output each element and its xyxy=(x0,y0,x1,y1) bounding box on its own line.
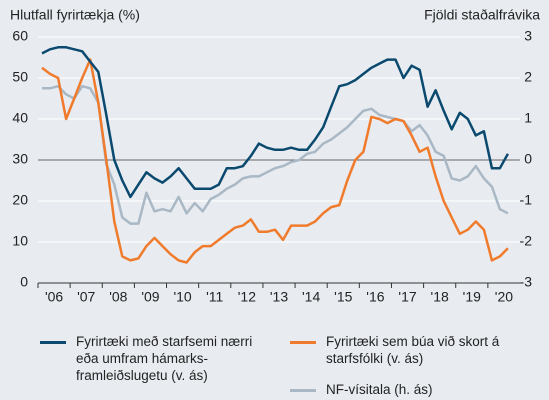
x-tick-label: '18 xyxy=(431,289,449,305)
x-tick-label: '10 xyxy=(173,289,191,305)
y2-tick-label: 0 xyxy=(524,151,532,167)
y2-axis-label: Fjöldi staðalfrávika xyxy=(424,7,540,23)
y2-tick-label: 1 xyxy=(524,110,532,126)
legend-item: Fyrirtæki með starfsemi nærri eða umfram… xyxy=(40,333,280,384)
y-tick-label: 40 xyxy=(12,110,28,126)
x-tick-label: '15 xyxy=(334,289,352,305)
x-tick-label: '07 xyxy=(77,289,95,305)
y2-tick-label: 2 xyxy=(524,69,532,85)
legend-item: NF-vísitala (h. ás) xyxy=(290,381,530,398)
x-tick-label: '12 xyxy=(238,289,256,305)
plot: Hlutfall fyrirtækja (%) Fjöldi staðalfrá… xyxy=(10,7,540,305)
x-tick-label: '16 xyxy=(366,289,384,305)
legend-label: Fyrirtæki sem búa við skort á starfsfólk… xyxy=(326,334,500,366)
series-line xyxy=(41,58,509,264)
y2-tick-label: -2 xyxy=(520,233,533,249)
x-tick-label: '13 xyxy=(270,289,288,305)
y-tick-label: 0 xyxy=(20,274,28,290)
y-tick-label: 60 xyxy=(12,28,28,44)
x-tick-label: '09 xyxy=(141,289,159,305)
x-tick-label: '14 xyxy=(302,289,320,305)
series-line xyxy=(42,84,509,225)
y-tick-label: 30 xyxy=(12,151,28,167)
legend-label: Fyrirtæki með starfsemi nærri eða umfram… xyxy=(76,334,253,383)
legend-swatch xyxy=(290,389,316,392)
y-tick-label: 20 xyxy=(12,192,28,208)
y-tick-label: 10 xyxy=(12,233,28,249)
x-tick-label: '19 xyxy=(463,289,481,305)
x-tick-label: '17 xyxy=(398,289,416,305)
x-tick-label: '06 xyxy=(45,289,63,305)
y2-tick-label: -1 xyxy=(520,192,533,208)
y-tick-label: 50 xyxy=(12,69,28,85)
x-tick-label: '20 xyxy=(495,289,513,305)
x-tick-label: '11 xyxy=(206,289,223,305)
legend-swatch xyxy=(290,341,316,344)
legend-label: NF-vísitala (h. ás) xyxy=(326,382,433,397)
series-line xyxy=(41,46,509,199)
legend-item: Fyrirtæki sem búa við skort á starfsfólk… xyxy=(290,333,530,367)
legend-swatch xyxy=(40,341,66,344)
y2-tick-label: -3 xyxy=(520,274,533,290)
y2-tick-label: 3 xyxy=(524,28,532,44)
y-axis-label: Hlutfall fyrirtækja (%) xyxy=(10,7,140,23)
x-tick-label: '08 xyxy=(109,289,127,305)
